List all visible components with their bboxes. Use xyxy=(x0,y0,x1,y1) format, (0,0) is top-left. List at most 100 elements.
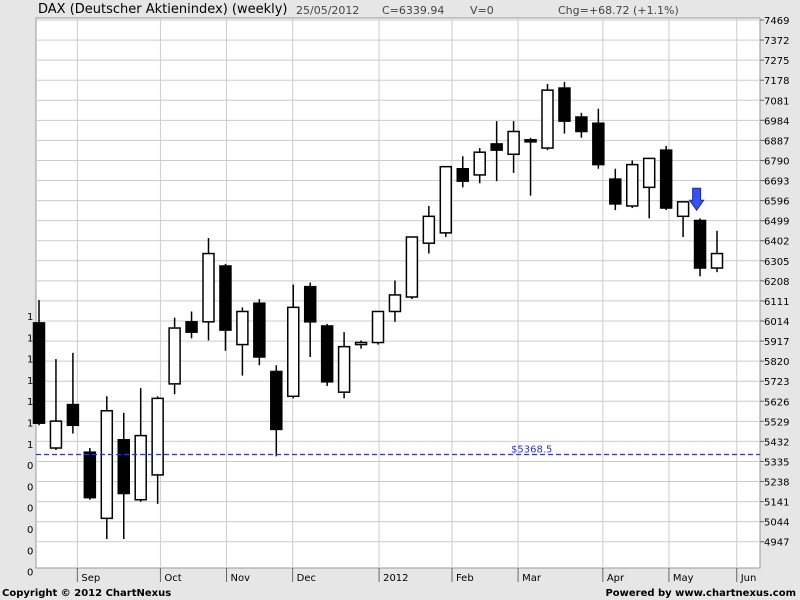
support-line-label: $5368.5 xyxy=(511,445,552,456)
candle-body-down xyxy=(83,451,97,499)
left-axis: 1 1 1 1 1 1 1 0 0 0 0 0 0 xyxy=(27,312,33,579)
y-tick-label: 5432 xyxy=(764,437,789,448)
y-tick-label: 5529 xyxy=(764,417,789,428)
signal-arrow-group xyxy=(688,187,705,212)
y-tick-label: 6984 xyxy=(764,116,789,127)
y-tick-label: 5723 xyxy=(764,377,789,388)
left-axis-label: 1 xyxy=(27,397,33,408)
y-tick-label: 7275 xyxy=(764,56,789,67)
candle-body-up xyxy=(49,420,63,449)
y-tick-label: 7081 xyxy=(764,96,789,107)
y-tick-label: 6596 xyxy=(764,197,789,208)
candle-body-up xyxy=(168,327,181,385)
y-tick-label: 7372 xyxy=(764,36,789,47)
chart-header: DAX (Deutscher Aktienindex) (weekly) 25/… xyxy=(0,0,760,20)
y-tick-label: 6014 xyxy=(764,317,789,328)
y-tick-label: 6208 xyxy=(764,277,789,288)
left-axis-label: 1 xyxy=(27,376,33,387)
left-axis-label: 0 xyxy=(27,504,33,515)
candle-body-up xyxy=(422,215,436,244)
left-axis-label: 1 xyxy=(27,312,33,323)
y-tick-label: 5820 xyxy=(764,357,789,368)
candle-body-down xyxy=(303,285,317,323)
x-tick-label: Nov xyxy=(231,573,251,584)
left-axis-label: 0 xyxy=(27,546,33,557)
y-tick-label: 6499 xyxy=(764,217,789,228)
plot-area xyxy=(35,17,761,569)
close-readout: C=6339.94 xyxy=(382,4,445,17)
powered-by-text: Powered by www.chartnexus.com xyxy=(605,588,796,599)
x-tick-label: Feb xyxy=(456,573,474,584)
candle-body-up xyxy=(354,341,368,346)
y-tick-label: 6402 xyxy=(764,237,789,248)
candle-body-up xyxy=(541,89,554,149)
candle-body-down xyxy=(32,322,46,424)
candle-body-up xyxy=(473,151,486,176)
candle-body-down xyxy=(320,325,334,383)
candle-body-up xyxy=(507,130,520,156)
change-readout: Chg=+68.72 (+1.1%) xyxy=(558,4,679,17)
y-tick-label: 5044 xyxy=(764,518,789,529)
left-axis-label: 1 xyxy=(27,333,33,344)
candle-body-up xyxy=(626,163,639,207)
candle-body-down xyxy=(575,116,588,133)
volume-readout: V=0 xyxy=(470,4,494,17)
candle-body-up xyxy=(202,252,215,323)
y-tick-label: 6887 xyxy=(764,136,789,147)
x-tick-label: Mar xyxy=(522,573,542,584)
support-line-group: $5368.5 xyxy=(36,445,760,456)
candle-body-up xyxy=(100,410,114,520)
x-tick-label: 2012 xyxy=(383,573,408,584)
vertical-gridlines xyxy=(76,18,738,568)
candle-body-up xyxy=(439,165,453,234)
right-price-axis: 7469 7372 7275 7178 7081 6984 6887 6790 6693 6596… xyxy=(760,16,789,549)
y-tick-label: 6693 xyxy=(764,177,789,188)
time-axis: Sep Oct Nov Dec 2012 Feb Mar Apr May Jun xyxy=(76,568,757,584)
candle-body-up xyxy=(151,397,164,476)
candlestick-series xyxy=(32,81,724,540)
y-tick-label: 6305 xyxy=(764,257,789,268)
candle-body-down xyxy=(185,321,198,333)
y-tick-label: 5238 xyxy=(764,478,789,489)
candle-body-up xyxy=(134,434,147,501)
candle-body-down xyxy=(558,87,571,122)
candle-body-down xyxy=(456,167,469,182)
x-tick-label: Sep xyxy=(81,573,100,584)
candle-body-up xyxy=(371,310,385,344)
down-arrow-icon xyxy=(688,187,705,212)
y-tick-label: 5917 xyxy=(764,337,789,348)
left-axis-label: 0 xyxy=(27,568,33,579)
date-readout: 25/05/2012 xyxy=(296,4,360,17)
y-tick-label: 4947 xyxy=(764,538,789,549)
left-axis-label: 1 xyxy=(27,355,33,366)
candle-body-up xyxy=(642,157,656,189)
x-tick-label: May xyxy=(673,573,694,584)
copyright-text: Copyright © 2012 ChartNexus xyxy=(2,588,172,599)
candle-body-up xyxy=(236,310,249,346)
left-axis-label: 1 xyxy=(27,419,33,430)
candle-body-up xyxy=(710,252,724,269)
candle-body-down xyxy=(117,438,130,495)
y-tick-label: 7178 xyxy=(764,76,789,87)
candle-body-down xyxy=(592,122,605,166)
y-tick-label: 5626 xyxy=(764,397,789,408)
x-tick-label: Oct xyxy=(164,573,181,584)
candle-body-down xyxy=(609,178,622,205)
candle-body-up xyxy=(676,201,690,218)
left-axis-label: 0 xyxy=(27,482,33,493)
candle-body-up xyxy=(287,306,300,398)
x-tick-label: Jun xyxy=(740,573,757,584)
candle-body-down xyxy=(524,139,537,143)
left-axis-label: 0 xyxy=(27,525,33,536)
y-tick-label: 5141 xyxy=(764,498,789,509)
candle-body-down xyxy=(66,403,80,427)
y-tick-label: 6790 xyxy=(764,156,789,167)
candle-body-down xyxy=(270,370,283,431)
candle-body-up xyxy=(405,236,419,298)
left-axis-label: 0 xyxy=(27,461,33,472)
y-tick-label: 5335 xyxy=(764,457,789,468)
candle-body-down xyxy=(253,302,266,358)
candle-body-down xyxy=(659,149,673,209)
candle-body-up xyxy=(337,345,351,393)
y-tick-label: 6111 xyxy=(764,297,789,308)
